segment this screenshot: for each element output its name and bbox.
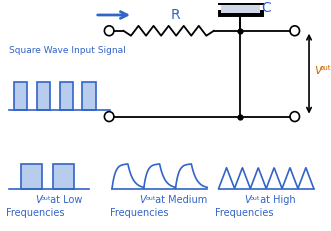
Text: out: out bbox=[319, 65, 331, 71]
Bar bbox=[14, 82, 27, 110]
Text: V: V bbox=[35, 195, 41, 205]
Text: out: out bbox=[250, 196, 260, 201]
Text: Square Wave Input Signal: Square Wave Input Signal bbox=[9, 46, 126, 55]
Bar bbox=[37, 82, 50, 110]
Text: out: out bbox=[41, 196, 51, 201]
Text: V: V bbox=[244, 195, 251, 205]
Bar bbox=[82, 82, 96, 110]
Text: V: V bbox=[314, 66, 321, 76]
Text: at High: at High bbox=[257, 195, 295, 205]
Text: R: R bbox=[171, 8, 181, 22]
Text: C: C bbox=[261, 1, 271, 15]
Text: Frequencies: Frequencies bbox=[215, 208, 273, 218]
Bar bbox=[21, 164, 42, 188]
Text: Frequencies: Frequencies bbox=[110, 208, 169, 218]
Text: Frequencies: Frequencies bbox=[6, 208, 64, 218]
Bar bbox=[221, 5, 260, 13]
Text: at Low: at Low bbox=[47, 195, 83, 205]
Text: out: out bbox=[145, 196, 156, 201]
Bar bbox=[53, 164, 74, 188]
Bar bbox=[60, 82, 73, 110]
Text: V: V bbox=[140, 195, 146, 205]
Text: at Medium: at Medium bbox=[152, 195, 207, 205]
